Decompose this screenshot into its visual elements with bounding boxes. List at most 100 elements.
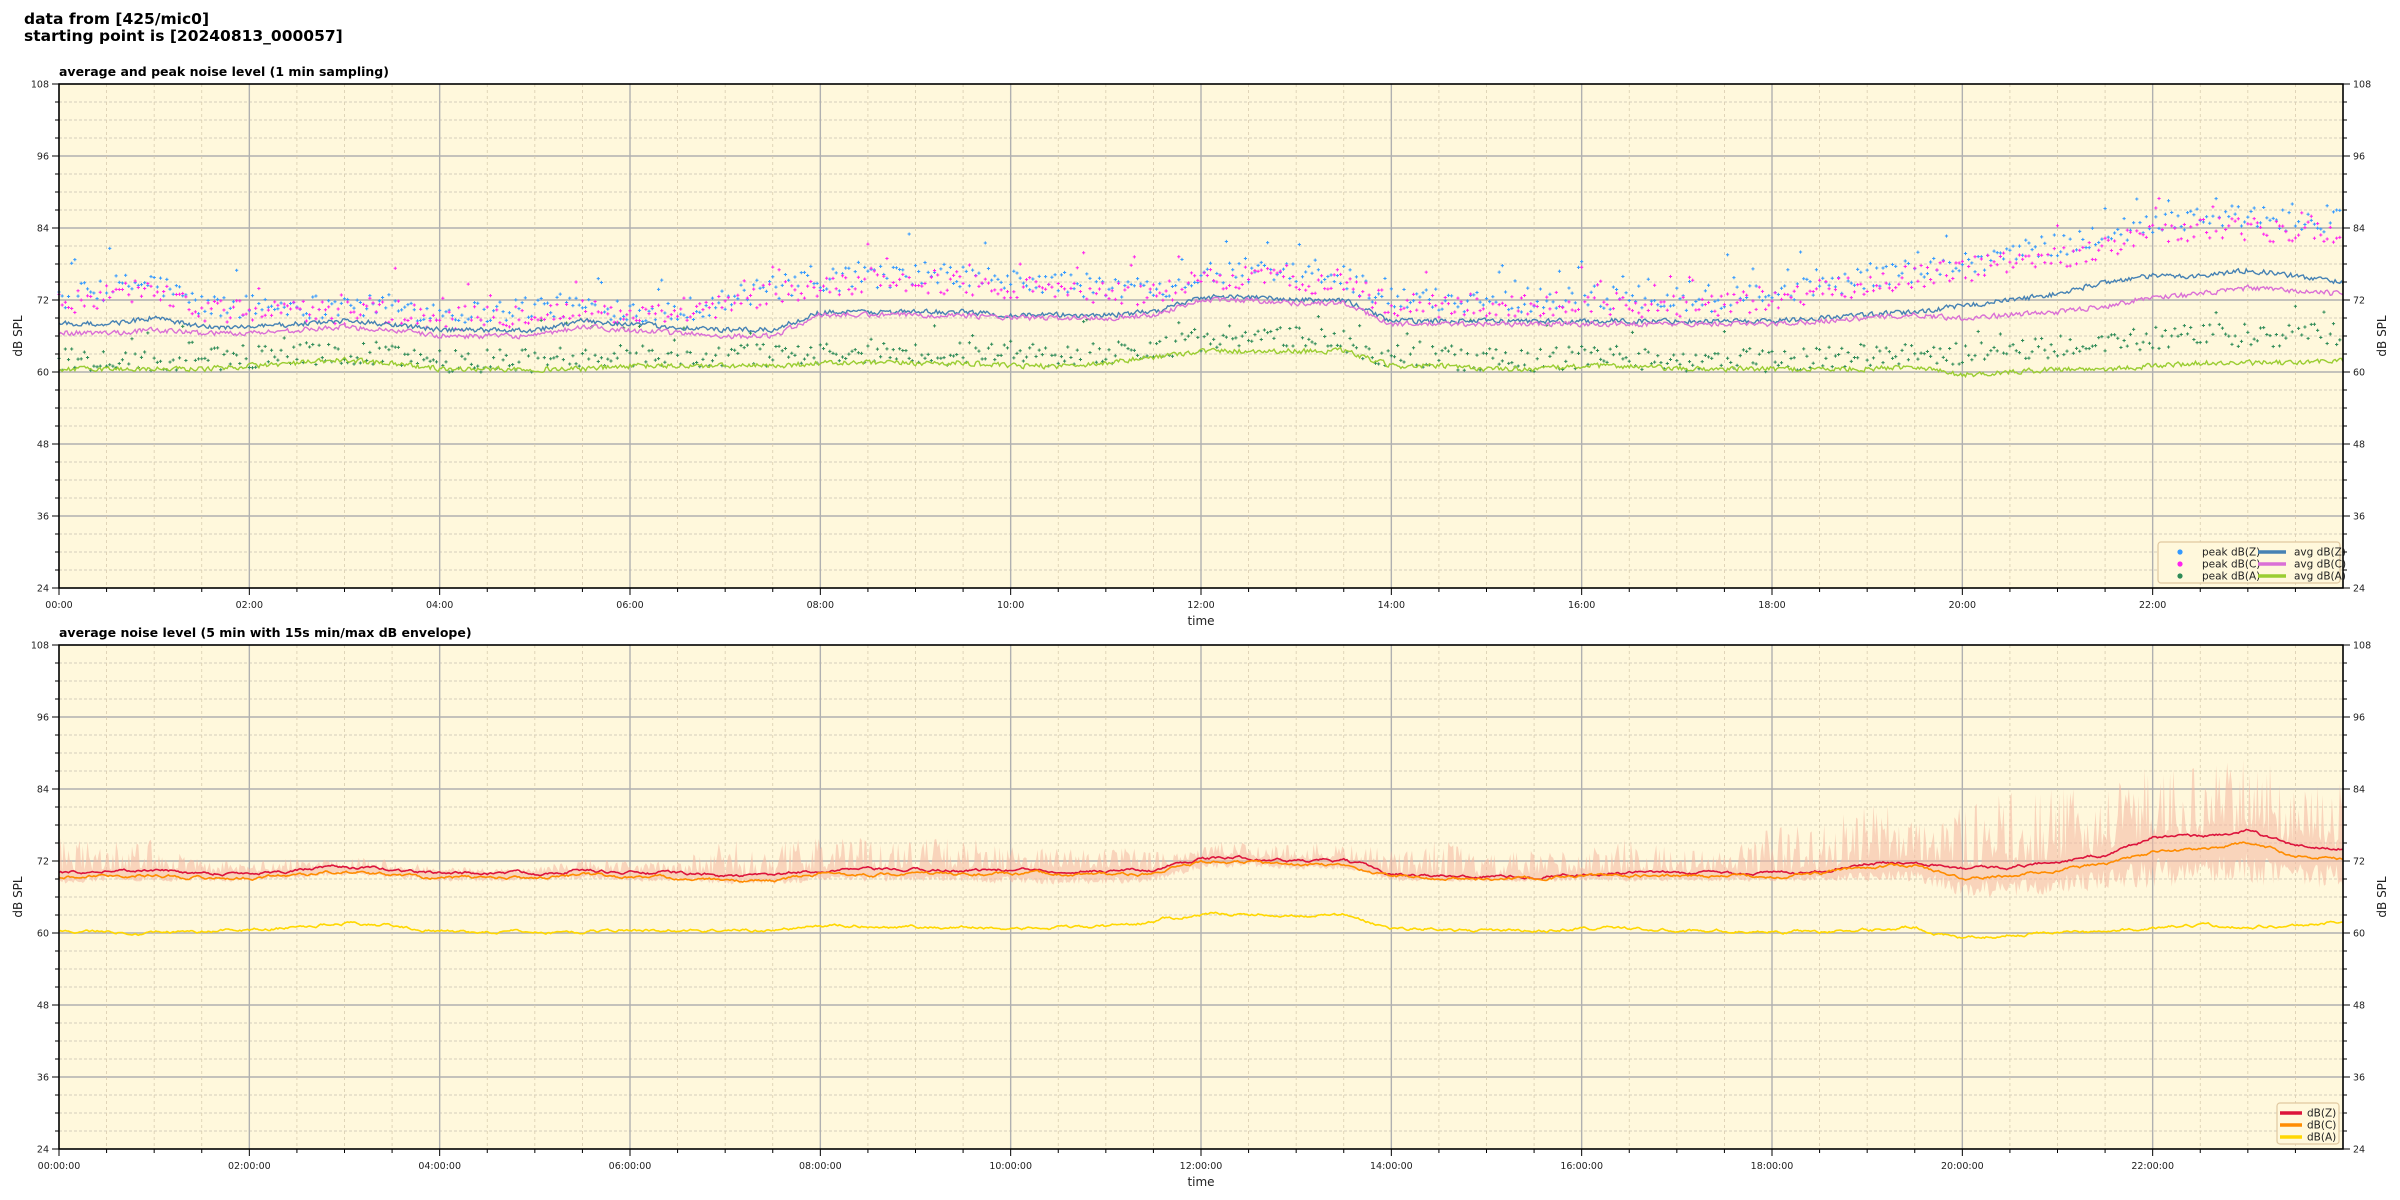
data-point (742, 288, 746, 292)
data-point (542, 302, 546, 306)
x-tick-label: 08:00 (807, 600, 834, 611)
data-point (98, 290, 102, 294)
data-point (162, 294, 166, 298)
data-point (2233, 219, 2237, 223)
data-point (1583, 293, 1587, 298)
data-point (1580, 260, 1584, 264)
data-point (1310, 271, 1314, 275)
data-point (1154, 294, 1159, 298)
data-point (1929, 277, 1933, 282)
data-point (663, 319, 667, 323)
data-point (971, 268, 975, 272)
data-point (1472, 293, 1476, 297)
data-point (733, 294, 737, 298)
data-point (2246, 215, 2250, 219)
data-point (1913, 352, 1917, 356)
data-point (92, 291, 96, 295)
data-point (793, 353, 797, 357)
data-point (736, 351, 740, 356)
data-point (1951, 276, 1955, 281)
data-point (2081, 245, 2085, 249)
data-point (1989, 258, 1993, 263)
data-point (1932, 345, 1936, 350)
data-point (1411, 292, 1416, 296)
data-point (1706, 283, 1711, 287)
data-point (685, 350, 689, 354)
data-point (2331, 322, 2336, 326)
data-point (1402, 360, 1406, 364)
series-line (58, 346, 2344, 379)
data-point (2271, 344, 2275, 349)
data-point (279, 301, 283, 305)
data-point (958, 341, 962, 345)
data-point (444, 360, 448, 364)
data-point (1202, 271, 1206, 275)
data-point (821, 284, 826, 288)
data-point (583, 309, 588, 314)
data-point (1272, 336, 1276, 341)
data-point (929, 359, 933, 363)
data-point (809, 345, 813, 350)
data-point (593, 353, 597, 357)
data-point (85, 294, 90, 298)
data-point (618, 317, 623, 321)
data-point (986, 346, 991, 350)
data-point (2179, 237, 2183, 241)
data-point (891, 280, 895, 285)
data-point (695, 310, 699, 314)
data-point (63, 306, 67, 310)
data-point (1643, 303, 1647, 307)
data-point (539, 318, 543, 323)
data-point (2185, 332, 2190, 336)
data-point (2201, 217, 2206, 222)
data-point (2217, 322, 2221, 327)
x-tick-label: 18:00:00 (1751, 1161, 1794, 1172)
data-point (1922, 284, 1926, 289)
data-point (571, 354, 575, 358)
data-point (1843, 272, 1847, 276)
data-point (2008, 344, 2012, 348)
data-point (1472, 311, 1476, 315)
data-point (590, 302, 594, 306)
data-point (1656, 308, 1660, 313)
data-point (907, 275, 911, 280)
data-point (1602, 359, 1606, 363)
data-point (2271, 240, 2275, 244)
data-point (222, 296, 226, 300)
data-point (1614, 291, 1619, 295)
data-point (1012, 269, 1016, 273)
data-point (847, 287, 851, 292)
data-point (1770, 299, 1774, 303)
data-point (1053, 273, 1057, 277)
data-point (139, 355, 144, 359)
data-point (511, 314, 515, 318)
data-point (285, 304, 289, 308)
data-point (796, 298, 800, 302)
data-point (1995, 263, 1999, 267)
data-point (146, 331, 150, 335)
data-point (1300, 275, 1305, 279)
data-point (641, 344, 645, 348)
data-point (152, 294, 156, 298)
data-point (260, 315, 264, 319)
data-point (1516, 306, 1520, 310)
data-point (1056, 361, 1060, 366)
data-point (1995, 251, 1999, 255)
data-point (1599, 357, 1603, 361)
data-point (1101, 281, 1105, 285)
data-point (844, 266, 848, 270)
data-point (2011, 265, 2015, 269)
data-point (831, 267, 835, 271)
data-point (2106, 238, 2110, 242)
data-point (472, 300, 477, 305)
data-point (1396, 343, 1400, 348)
data-point (1304, 270, 1308, 274)
data-point (2163, 223, 2167, 227)
data-point (2208, 221, 2212, 225)
data-point (1475, 290, 1479, 295)
data-point (1386, 301, 1390, 306)
data-point (2132, 221, 2136, 225)
data-point (2293, 304, 2298, 308)
data-point (637, 319, 642, 323)
data-point (2306, 220, 2310, 224)
